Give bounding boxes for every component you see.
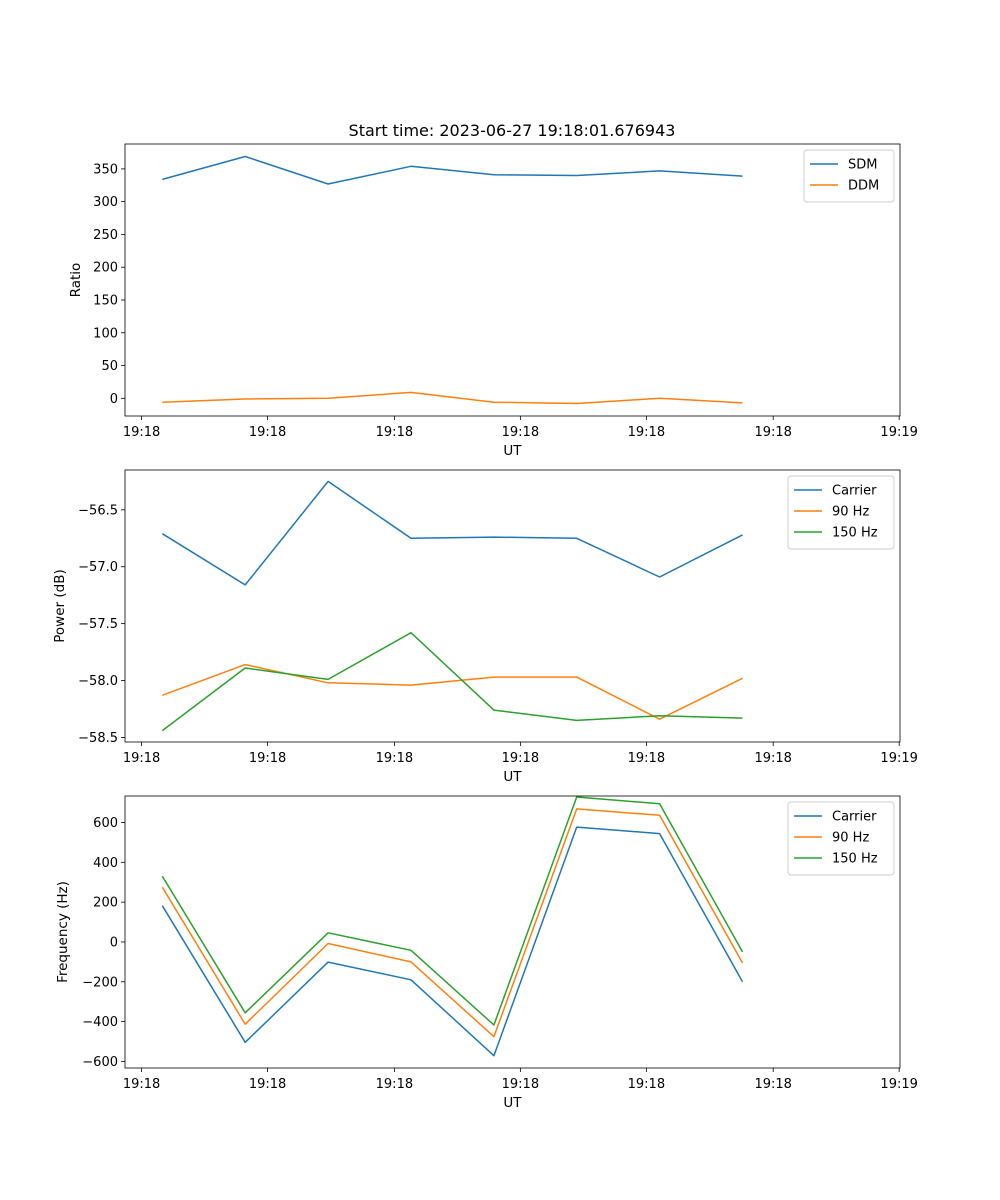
legend: Carrier 90 Hz 150 Hz — [787, 801, 895, 876]
legend-box — [787, 475, 895, 550]
y-tick-label: 400 — [93, 856, 118, 871]
x-tick-label: 19:18 — [249, 751, 286, 766]
x-axis-label: UT — [503, 443, 522, 459]
x-tick-label: 19:18 — [502, 751, 539, 766]
series-line-90-hz — [162, 663, 743, 720]
series-line-150-hz — [161, 631, 743, 732]
x-tick-label: 19:19 — [880, 751, 917, 766]
legend-label: 90 Hz — [832, 505, 869, 520]
series-line-ddm — [162, 391, 743, 405]
y-tick-label: 0 — [110, 392, 118, 407]
x-tick-label: 19:18 — [376, 751, 413, 766]
chart-panel-2: 19:18 19:18 19:18 19:18 19:18 19:18 19:19 UT −56… — [52, 469, 918, 785]
legend-label: 150 Hz — [832, 852, 878, 867]
series-line-carrier — [161, 480, 743, 586]
legend-label: 150 Hz — [832, 526, 878, 541]
legend-box — [787, 801, 895, 876]
x-tick-label: 19:19 — [880, 425, 917, 440]
plot-frame — [124, 795, 901, 1069]
x-tick-label: 19:18 — [628, 751, 665, 766]
y-tick-label: 300 — [93, 195, 118, 210]
y-axis-label: Power (dB) — [52, 569, 68, 642]
y-tick-label: 150 — [93, 293, 118, 308]
x-tick-label: 19:18 — [376, 1077, 413, 1092]
legend-box — [803, 149, 895, 203]
series-line-150-hz — [161, 796, 744, 1026]
x-tick-label: 19:18 — [754, 1077, 791, 1092]
plot-frame — [124, 469, 901, 743]
y-tick-label: −58.5 — [78, 731, 118, 746]
chart-panel-3: 19:18 19:18 19:18 19:18 19:18 19:18 19:19 UT −60… — [55, 795, 918, 1111]
y-tick-label: 50 — [101, 359, 118, 374]
x-tick-label: 19:18 — [123, 751, 160, 766]
y-tick-label: 350 — [93, 162, 118, 177]
series-line-carrier — [161, 826, 744, 1057]
y-tick-label: −57.5 — [78, 617, 118, 632]
x-tick-label: 19:18 — [123, 425, 160, 440]
y-tick-label: 200 — [93, 261, 118, 276]
y-tick-label: −56.5 — [78, 503, 118, 518]
series-line-90-hz — [161, 808, 744, 1038]
y-tick-label: −400 — [82, 1015, 118, 1030]
x-tick-label: 19:18 — [628, 1077, 665, 1092]
legend-label: DDM — [848, 179, 879, 194]
series-line-sdm — [162, 155, 743, 185]
y-tick-label: 100 — [93, 326, 118, 341]
legend-label: 90 Hz — [832, 831, 869, 846]
x-tick-label: 19:18 — [754, 751, 791, 766]
y-tick-label: 200 — [93, 896, 118, 911]
legend: Carrier 90 Hz 150 Hz — [787, 475, 895, 550]
y-axis-label: Ratio — [68, 263, 84, 298]
x-tick-label: 19:18 — [376, 425, 413, 440]
x-tick-label: 19:18 — [502, 1077, 539, 1092]
x-tick-label: 19:18 — [249, 425, 286, 440]
y-tick-label: 250 — [93, 228, 118, 243]
x-tick-label: 19:19 — [880, 1077, 917, 1092]
x-axis-label: UT — [503, 769, 522, 785]
y-tick-label: −200 — [82, 975, 118, 990]
legend-label: Carrier — [832, 484, 877, 499]
x-tick-label: 19:18 — [249, 1077, 286, 1092]
x-tick-label: 19:18 — [628, 425, 665, 440]
x-tick-label: 19:18 — [123, 1077, 160, 1092]
y-tick-label: −58.0 — [78, 674, 118, 689]
x-tick-label: 19:18 — [502, 425, 539, 440]
chart-panel-1: 19:18 19:18 19:18 19:18 19:18 19:18 19:19 UT 0 50… — [68, 143, 918, 459]
legend: SDM DDM — [803, 149, 895, 203]
legend-label: Carrier — [832, 810, 877, 825]
figure-title: Start time: 2023-06-27 19:18:01.676943 — [349, 121, 676, 140]
x-tick-label: 19:18 — [754, 425, 791, 440]
y-axis-label: Frequency (Hz) — [55, 881, 71, 983]
y-tick-label: −57.0 — [78, 560, 118, 575]
plot-frame — [124, 143, 901, 417]
x-axis-label: UT — [503, 1095, 522, 1111]
y-tick-label: −600 — [82, 1055, 118, 1070]
panels: 19:18 19:18 19:18 19:18 19:18 19:18 19:19 UT 0 50… — [52, 143, 918, 1111]
legend-label: SDM — [848, 158, 877, 173]
y-tick-label: 0 — [110, 935, 118, 950]
y-tick-label: 600 — [93, 816, 118, 831]
